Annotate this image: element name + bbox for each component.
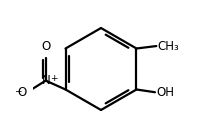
- Text: OH: OH: [156, 86, 174, 99]
- Text: CH₃: CH₃: [158, 40, 179, 53]
- Text: O: O: [41, 40, 50, 53]
- Text: N: N: [42, 74, 51, 87]
- Text: +: +: [50, 74, 58, 83]
- Text: −: −: [14, 86, 22, 95]
- Text: O: O: [17, 86, 27, 99]
